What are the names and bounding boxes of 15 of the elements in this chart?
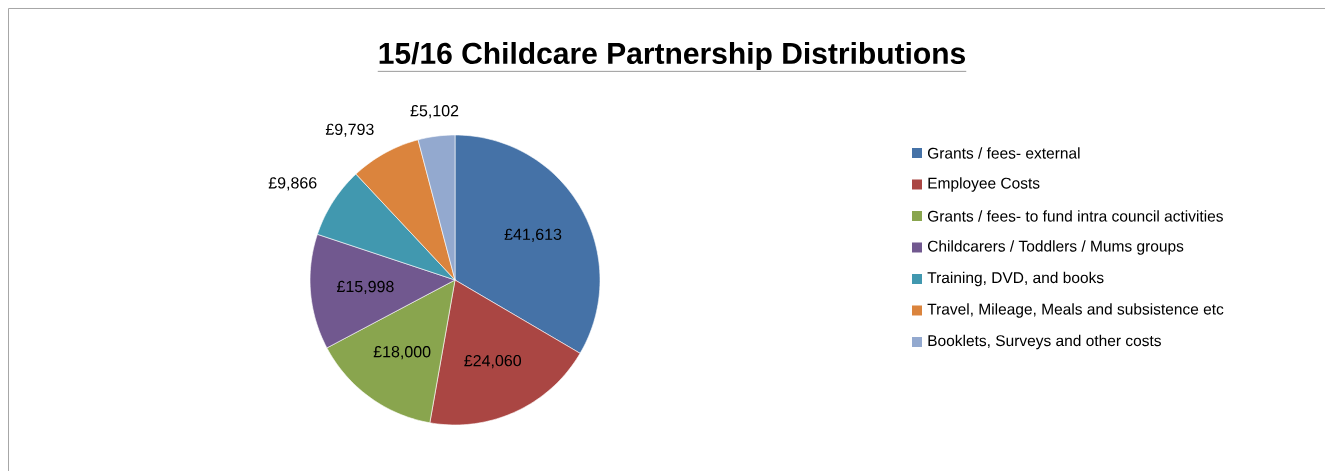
- legend-label: Grants / fees- external: [927, 147, 1080, 159]
- data-label: £9,866: [268, 177, 317, 191]
- data-label: £41,613: [504, 228, 562, 242]
- data-label: £15,998: [336, 280, 394, 295]
- legend-label: Employee Costs: [928, 177, 1040, 192]
- legend-label: Grants / fees- to fund intra council activities: [927, 210, 1223, 222]
- data-label: £18,000: [373, 346, 431, 360]
- legend-label: Booklets, Surveys and other costs: [928, 334, 1161, 350]
- legend-label: Training, DVD, and books: [927, 271, 1104, 287]
- legend-label: Childcarers / Toddlers / Mums groups: [927, 240, 1184, 255]
- legend-label: Travel, Mileage, Meals and subsistence etc: [927, 303, 1224, 318]
- chart-title: 15/16 Childcare Partnership Distributions: [379, 42, 966, 70]
- data-label: £5,102: [410, 105, 459, 119]
- data-label: £9,793: [325, 123, 374, 137]
- data-label: £24,060: [464, 354, 522, 369]
